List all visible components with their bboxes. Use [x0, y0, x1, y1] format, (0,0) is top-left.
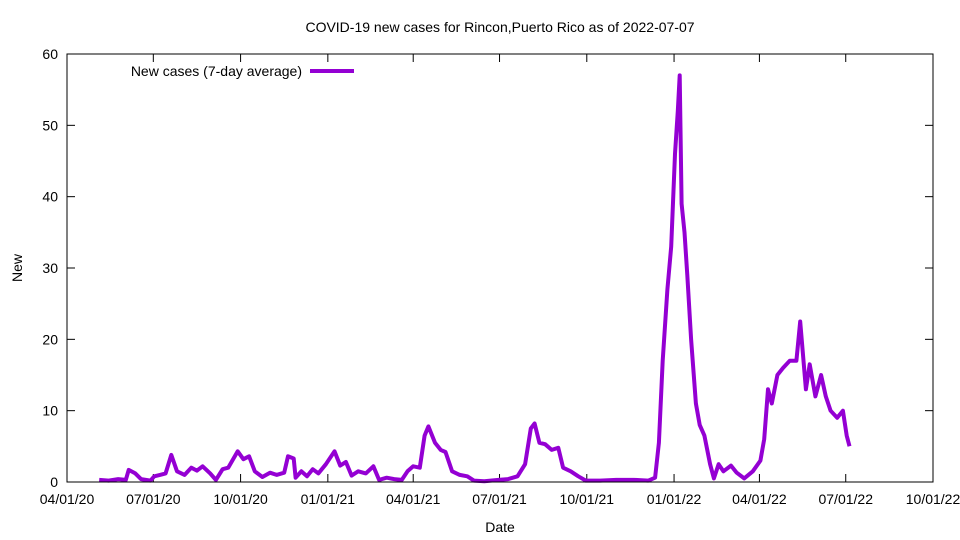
x-tick-label: 07/01/21 — [472, 491, 527, 507]
legend-label: New cases (7-day average) — [131, 63, 302, 79]
plot-frame — [66, 53, 934, 483]
y-tick-label: 20 — [42, 331, 58, 347]
x-tick-label: 10/01/21 — [560, 491, 615, 507]
y-tick-label: 30 — [42, 260, 58, 276]
x-axis-label: Date — [485, 519, 515, 535]
y-axis-label: New — [9, 253, 25, 282]
x-tick-label: 10/01/22 — [906, 491, 960, 507]
legend: New cases (7-day average) — [131, 63, 354, 79]
y-tick-label: 40 — [42, 189, 58, 205]
y-tick-label: 0 — [50, 474, 58, 490]
series-line — [99, 73, 852, 484]
y-tick-label: 60 — [42, 46, 58, 62]
x-tick-label: 01/01/22 — [647, 491, 702, 507]
x-tick-label: 04/01/22 — [732, 491, 787, 507]
chart-title: COVID-19 new cases for Rincon,Puerto Ric… — [305, 19, 694, 35]
x-tick-label: 04/01/20 — [40, 491, 95, 507]
x-tick-label: 04/01/21 — [386, 491, 441, 507]
x-tick-label: 07/01/20 — [126, 491, 181, 507]
x-tick-label: 07/01/22 — [818, 491, 873, 507]
y-tick-label: 50 — [42, 117, 58, 133]
x-tick-label: 01/01/21 — [301, 491, 356, 507]
y-tick-label: 10 — [42, 403, 58, 419]
x-tick-label: 10/01/20 — [213, 491, 268, 507]
